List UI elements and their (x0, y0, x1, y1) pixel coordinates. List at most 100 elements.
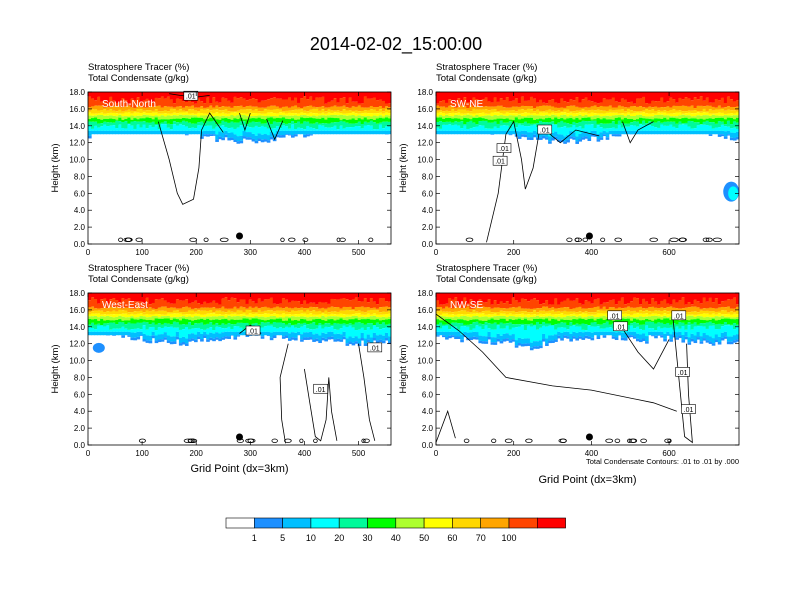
x-tick-label: 100 (135, 248, 149, 257)
contour-label-text: .01 (495, 159, 505, 166)
y-tick-label: 14.0 (69, 122, 85, 131)
contour-label: .01 (492, 155, 508, 166)
figure-title: 2014-02-02_15:00:00 (310, 34, 482, 55)
location-marker (585, 232, 593, 240)
contour-label: .01 (537, 124, 553, 135)
y-tick-label: 4.0 (74, 206, 86, 215)
y-tick-label: 0.0 (422, 441, 434, 450)
y-tick-label: 6.0 (422, 189, 434, 198)
colorbar-swatch (452, 517, 481, 529)
contour-label: .01 (675, 367, 690, 377)
contour-label: .01 (671, 310, 687, 320)
y-tick-label: 0.0 (74, 441, 86, 450)
colorbar-label: 20 (334, 533, 344, 543)
colorbar-swatch (225, 517, 255, 529)
y-tick-label: 4.0 (422, 407, 434, 416)
colorbar: 1 5 10 20 30 40 50 60 70 100 (225, 517, 566, 543)
contour-label: .01 (607, 310, 622, 320)
x-axis-label: Grid Point (dx=3km) (190, 463, 288, 475)
panel-south-north: Stratosphere Tracer (%)Total Condensate … (50, 62, 392, 257)
y-tick-label: 8.0 (422, 172, 434, 181)
y-tick-label: 18.0 (69, 289, 85, 298)
colorbar-label: 70 (476, 533, 486, 543)
colorbar-label: 40 (391, 533, 401, 543)
x-tick-label: 600 (662, 449, 676, 458)
y-tick-label: 16.0 (69, 105, 85, 114)
x-tick-label: 200 (190, 248, 204, 257)
condensate-contours (138, 324, 376, 444)
y-tick-label: 14.0 (417, 323, 433, 332)
y-tick-label: 2.0 (74, 223, 86, 232)
panel-subtitle-condensate: Total Condensate (g/kg) (88, 274, 189, 285)
y-tick-label: 8.0 (74, 373, 86, 382)
y-tick-label: 0.0 (74, 240, 86, 249)
panels: Stratosphere Tracer (%)Total Condensate … (50, 62, 740, 486)
contour-label-text: .01 (610, 313, 620, 320)
y-tick-label: 4.0 (74, 407, 86, 416)
y-axis-label: Height (km) (50, 344, 61, 393)
x-tick-label: 0 (86, 449, 91, 458)
colorbar-label: 30 (362, 533, 372, 543)
x-tick-label: 400 (298, 449, 312, 458)
x-tick-label: 300 (244, 449, 258, 458)
x-tick-label: 0 (86, 248, 91, 257)
contour-label-text: .01 (540, 128, 550, 135)
y-tick-label: 10.0 (417, 357, 433, 366)
y-tick-label: 8.0 (422, 373, 434, 382)
y-tick-label: 6.0 (74, 189, 86, 198)
y-tick-label: 4.0 (422, 206, 434, 215)
colorbar-swatch (310, 517, 340, 529)
panel-subtitle-tracer: Stratosphere Tracer (%) (88, 263, 189, 274)
x-tick-label: 200 (507, 248, 521, 257)
y-tick-label: 14.0 (69, 323, 85, 332)
contour-label-text: .01 (499, 146, 509, 153)
y-tick-label: 0.0 (422, 240, 434, 249)
x-tick-label: 600 (662, 248, 676, 257)
x-tick-label: 400 (585, 449, 599, 458)
panel-subtitle-tracer: Stratosphere Tracer (%) (88, 62, 189, 73)
plot-frame (87, 91, 392, 245)
x-tick-label: 200 (507, 449, 521, 458)
contour-label-text: .01 (186, 94, 196, 101)
colorbar-label: 1 (252, 533, 257, 543)
x-tick-label: 500 (352, 449, 366, 458)
contour-label-text: .01 (678, 370, 688, 377)
contour-label-text: .01 (616, 324, 626, 331)
colorbar-swatch (423, 517, 453, 529)
y-tick-label: 16.0 (69, 306, 85, 315)
y-tick-label: 18.0 (69, 88, 85, 97)
colorbar-label: 60 (447, 533, 457, 543)
contour-label: .01 (183, 90, 199, 101)
y-axis-label: Height (km) (398, 344, 409, 393)
colorbar-swatch (338, 517, 368, 529)
condensate-contours (118, 93, 374, 242)
contour-label-text: .01 (248, 329, 258, 336)
colorbar-swatch (395, 517, 425, 529)
x-axis-label: Grid Point (dx=3km) (538, 474, 636, 486)
colorbar-label: 50 (419, 533, 429, 543)
contour-label-text: .01 (674, 313, 684, 320)
colorbar-swatch (367, 517, 397, 529)
y-tick-label: 12.0 (69, 139, 85, 148)
y-tick-label: 6.0 (74, 390, 86, 399)
colorbar-label: 5 (280, 533, 285, 543)
plot-frame (435, 91, 740, 245)
contour-label-text: .01 (684, 407, 694, 414)
y-tick-label: 12.0 (417, 139, 433, 148)
location-marker (585, 433, 593, 441)
panel-subtitle-condensate: Total Condensate (g/kg) (436, 274, 537, 285)
x-tick-label: 0 (434, 449, 439, 458)
x-tick-label: 500 (352, 248, 366, 257)
panel-subtitle-condensate: Total Condensate (g/kg) (88, 73, 189, 84)
colorbar-label: 100 (501, 533, 516, 543)
panel-subtitle-condensate: Total Condensate (g/kg) (436, 73, 537, 84)
panel-subtitle-tracer: Stratosphere Tracer (%) (436, 62, 537, 73)
contour-label-text: .01 (370, 345, 380, 352)
contour-label: .01 (245, 325, 261, 336)
x-tick-label: 300 (244, 248, 258, 257)
y-tick-label: 2.0 (74, 424, 86, 433)
panel-label: NW-SE (450, 300, 483, 311)
contour-note: Total Condensate Contours: .01 to .01 by… (586, 457, 739, 466)
contour-label-text: .01 (316, 387, 326, 394)
tracer-field (436, 293, 739, 445)
